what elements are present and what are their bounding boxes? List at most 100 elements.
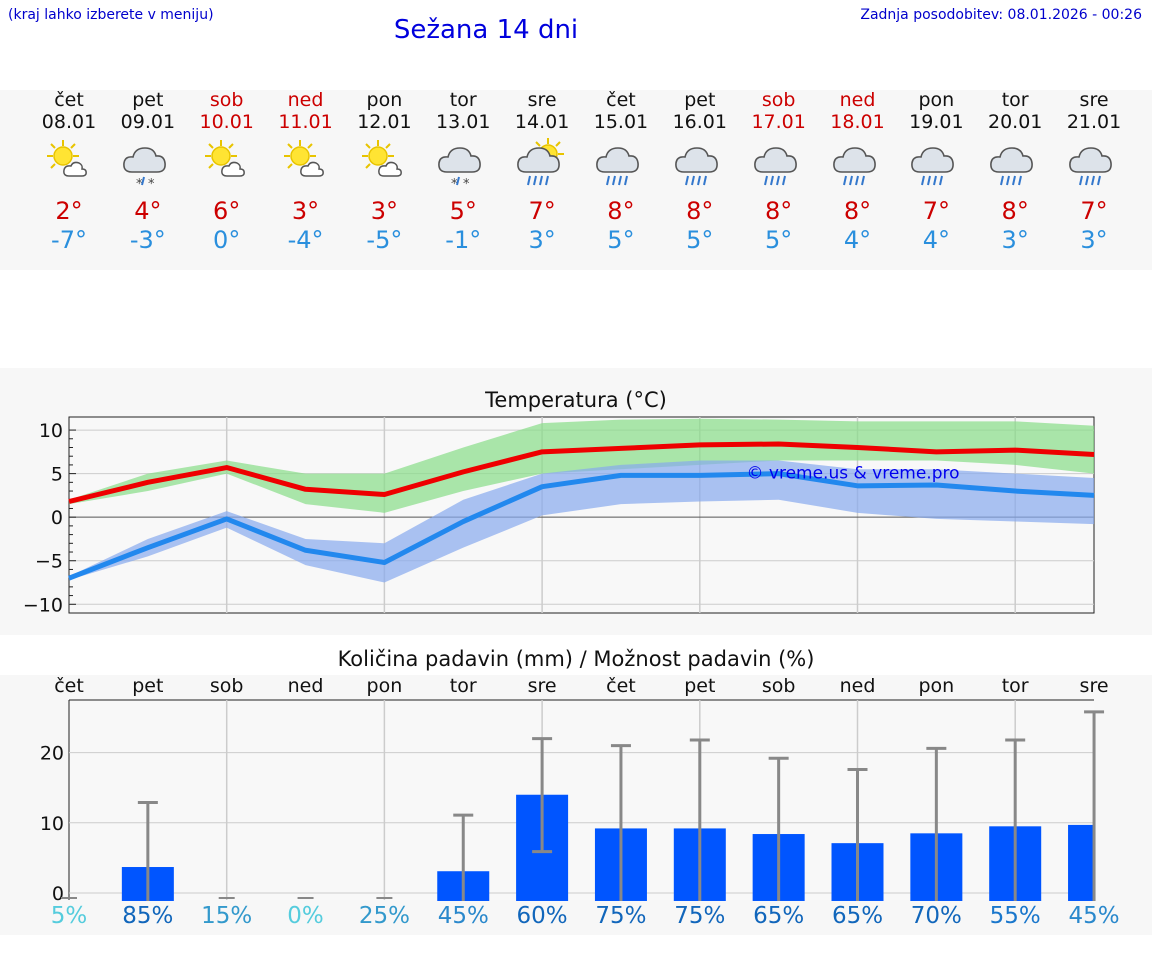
precip-probability: 45%	[1068, 903, 1120, 929]
precip-probability: 55%	[989, 903, 1041, 929]
temp-max: 4°	[134, 197, 162, 225]
svg-text:*: *	[148, 177, 155, 188]
day-date: 21.01	[1066, 111, 1122, 133]
y-tick-label: 20	[40, 743, 64, 765]
precip-day-label: sre	[1079, 675, 1109, 697]
temp-min: 4°	[922, 226, 950, 254]
precip-day-label: sob	[209, 675, 244, 697]
temp-min: 0°	[213, 226, 241, 254]
temp-max: 8°	[607, 197, 635, 225]
sun-cloud-icon	[39, 138, 99, 188]
precip-day-label: ned	[287, 675, 324, 697]
page-title: Sežana 14 dni	[393, 15, 579, 45]
day-date: 19.01	[909, 111, 964, 133]
temp-max: 3°	[291, 197, 320, 225]
sun-cloud-icon	[197, 138, 257, 188]
day-date: 16.01	[672, 111, 727, 133]
precip-probability: 0%	[287, 903, 324, 929]
precip-probability: 85%	[122, 903, 174, 929]
temp-max: 6°	[213, 197, 241, 225]
temp-max: 8°	[765, 197, 793, 225]
day-name: ned	[839, 89, 876, 111]
precip-day-label: ned	[839, 675, 876, 697]
day-name: pet	[684, 89, 716, 111]
precip-probability: 70%	[910, 903, 962, 929]
temp-max: 2°	[55, 197, 83, 225]
cloud-rain-icon	[670, 138, 730, 188]
y-tick-label: −10	[23, 594, 63, 616]
temp-min: -3°	[129, 226, 166, 254]
day-name: pon	[366, 89, 403, 111]
precip-day-label: sre	[527, 675, 557, 697]
temp-max: 7°	[528, 197, 556, 225]
temp-max: 7°	[1080, 197, 1108, 225]
precip-day-label: tor	[1001, 675, 1029, 697]
precip-day-label: sob	[761, 675, 796, 697]
cloud-rain-icon	[906, 138, 966, 188]
temp-max: 5°	[449, 197, 477, 225]
precip-probability: 65%	[753, 903, 805, 929]
temp-max: 8°	[843, 197, 872, 225]
precip-day-label: pet	[684, 675, 716, 697]
precip-day-label: pon	[918, 675, 955, 697]
precip-bar	[1068, 824, 1095, 901]
temp-min: 3°	[528, 226, 556, 254]
y-tick-label: −5	[35, 551, 63, 573]
temp-min: 5°	[607, 226, 635, 254]
temp-max: 3°	[370, 197, 399, 225]
svg-text:*: *	[451, 177, 458, 188]
temp-min: 4°	[843, 226, 872, 254]
precip-probability: 60%	[516, 903, 568, 929]
temp-min: 5°	[765, 226, 793, 254]
day-name: pon	[918, 89, 955, 111]
temp-min: -5°	[366, 226, 403, 254]
cloud-rain-icon	[1064, 138, 1124, 188]
sun	[47, 140, 79, 169]
temperature-chart: 10 5 0 −5 −10 © vreme.us & vreme.pro	[23, 416, 1095, 616]
cloud-rain-icon	[591, 138, 651, 188]
precip-probability: 25%	[358, 903, 410, 929]
y-tick-label: 0	[51, 507, 63, 529]
cloud-rain-icon	[828, 138, 888, 188]
precip-probability: 65%	[831, 903, 884, 929]
cloud-snow-icon: * *	[118, 138, 178, 192]
temp-max: 8°	[686, 197, 714, 225]
sun-cloud-icon	[354, 138, 414, 188]
svg-text:*: *	[136, 177, 143, 188]
temp-min: 3°	[1080, 226, 1108, 254]
sun	[362, 140, 395, 169]
precip-day-label: pon	[366, 675, 403, 697]
y-tick-label: 10	[40, 813, 64, 835]
day-date: 12.01	[357, 111, 412, 133]
precip-probability: 5%	[50, 903, 88, 929]
cloud-snow-icon: * *	[433, 138, 493, 192]
day-name: pet	[132, 89, 164, 111]
temp-min: -4°	[287, 226, 324, 254]
temp-min: -1°	[445, 226, 482, 254]
cloud-rain-icon	[749, 138, 809, 188]
forecast-panel	[0, 90, 1152, 270]
day-date: 10.01	[199, 111, 254, 133]
day-name: sre	[527, 89, 557, 111]
precipitation-chart-title: Količina padavin (mm) / Možnost padavin …	[337, 647, 815, 671]
precip-day-label: čet	[54, 675, 84, 697]
y-tick-label: 0	[52, 883, 64, 905]
day-date: 15.01	[593, 111, 649, 133]
day-date: 18.01	[830, 111, 885, 133]
day-date: 14.01	[514, 111, 570, 133]
precip-probability: 15%	[201, 903, 253, 929]
day-date: 11.01	[278, 111, 333, 133]
precip-day-label: čet	[606, 675, 636, 697]
precip-probability: 75%	[595, 903, 647, 929]
precip-day-label: tor	[449, 675, 477, 697]
svg-text:*: *	[463, 177, 470, 188]
y-tick-label: 5	[51, 464, 63, 486]
temp-max: 8°	[1001, 197, 1029, 225]
watermark: © vreme.us & vreme.pro	[746, 464, 959, 484]
sun-cloud-icon	[276, 138, 336, 188]
temp-min: 3°	[1001, 226, 1029, 254]
sun	[204, 140, 237, 169]
day-name: čet	[606, 89, 636, 111]
sun	[283, 140, 316, 169]
day-date: 20.01	[987, 111, 1043, 133]
